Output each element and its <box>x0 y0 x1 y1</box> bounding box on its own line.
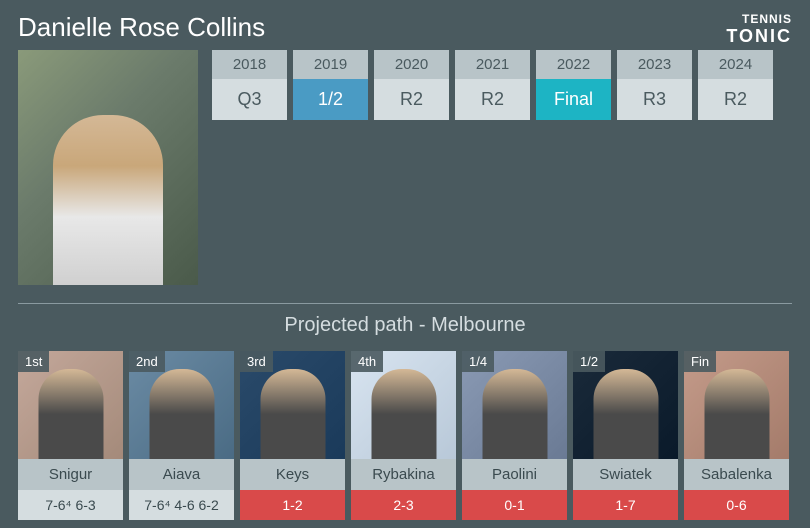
round-badge: 4th <box>351 351 383 372</box>
path-card[interactable]: 1st Snigur7-6⁴ 6-3 <box>18 351 123 520</box>
opponent-h2h: 1-7 <box>573 490 678 520</box>
opponent-h2h: 0-1 <box>462 490 567 520</box>
round-badge: 1/2 <box>573 351 605 372</box>
brand-logo: TENNIS TONIC <box>726 12 792 47</box>
round-badge: 1st <box>18 351 49 372</box>
year-label: 2023 <box>617 50 692 79</box>
year-result: Final <box>536 79 611 120</box>
round-badge: Fin <box>684 351 716 372</box>
year-box[interactable]: 2024R2 <box>698 50 773 285</box>
year-label: 2018 <box>212 50 287 79</box>
path-card[interactable]: 1/2 Swiatek1-7 <box>573 351 678 520</box>
round-badge: 1/4 <box>462 351 494 372</box>
opponent-name: Snigur <box>18 459 123 490</box>
year-box[interactable]: 2023R3 <box>617 50 692 285</box>
path-card[interactable]: 4th Rybakina2-3 <box>351 351 456 520</box>
opponent-name: Sabalenka <box>684 459 789 490</box>
year-result: R2 <box>698 79 773 120</box>
logo-tennis: TENNIS <box>726 12 792 26</box>
year-result: Q3 <box>212 79 287 120</box>
year-result: R2 <box>374 79 449 120</box>
year-label: 2019 <box>293 50 368 79</box>
year-label: 2024 <box>698 50 773 79</box>
year-box[interactable]: 2018Q3 <box>212 50 287 285</box>
opponent-name: Rybakina <box>351 459 456 490</box>
round-badge: 2nd <box>129 351 165 372</box>
year-result: R3 <box>617 79 692 120</box>
player-photo <box>18 50 198 285</box>
year-box[interactable]: 2020R2 <box>374 50 449 285</box>
year-label: 2021 <box>455 50 530 79</box>
opponent-name: Keys <box>240 459 345 490</box>
year-result: 1/2 <box>293 79 368 120</box>
opponent-name: Paolini <box>462 459 567 490</box>
year-box[interactable]: 2022Final <box>536 50 611 285</box>
opponent-h2h: 1-2 <box>240 490 345 520</box>
opponent-name: Aiava <box>129 459 234 490</box>
year-label: 2020 <box>374 50 449 79</box>
year-result: R2 <box>455 79 530 120</box>
round-badge: 3rd <box>240 351 273 372</box>
projected-path: 1stSnigur7-6⁴ 6-32ndAiava7-6⁴ 4-6 6-23rd… <box>0 351 810 520</box>
year-box[interactable]: 2021R2 <box>455 50 530 285</box>
subtitle: Projected path - Melbourne <box>0 304 810 351</box>
logo-tonic: TONIC <box>726 26 792 47</box>
path-card[interactable]: 3rd Keys1-2 <box>240 351 345 520</box>
opponent-name: Swiatek <box>573 459 678 490</box>
year-box[interactable]: 20191/2 <box>293 50 368 285</box>
opponent-h2h: 0-6 <box>684 490 789 520</box>
opponent-h2h: 7-6⁴ 4-6 6-2 <box>129 490 234 520</box>
player-name: Danielle Rose Collins <box>18 12 726 43</box>
years-history: 2018Q320191/22020R22021R22022Final2023R3… <box>212 50 773 285</box>
opponent-h2h: 7-6⁴ 6-3 <box>18 490 123 520</box>
opponent-h2h: 2-3 <box>351 490 456 520</box>
path-card[interactable]: 2nd Aiava7-6⁴ 4-6 6-2 <box>129 351 234 520</box>
path-card[interactable]: 1/4 Paolini0-1 <box>462 351 567 520</box>
year-label: 2022 <box>536 50 611 79</box>
path-card[interactable]: Fin Sabalenka0-6 <box>684 351 789 520</box>
